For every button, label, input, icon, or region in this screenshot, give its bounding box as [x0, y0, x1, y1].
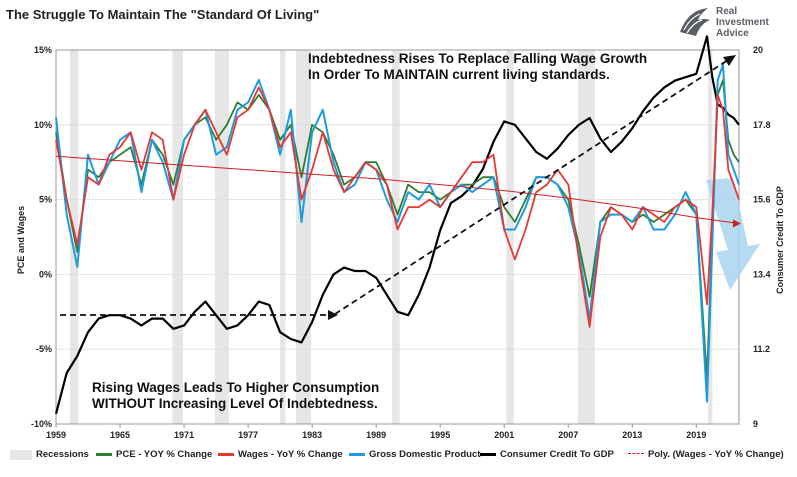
downward-trend-arrow	[706, 178, 760, 290]
legend-swatch-recessions	[10, 449, 32, 460]
annotation-top-line-2: In Order To MAINTAIN current living stan…	[308, 67, 610, 82]
x-tick-label: 1995	[430, 430, 450, 440]
brand-line-2: Investment	[716, 17, 769, 28]
x-tick-label: 1983	[302, 430, 322, 440]
legend-item-gdp: Gross Domestic Product	[349, 449, 480, 460]
y-right-tick-label: 17.8	[753, 120, 771, 130]
recession-band-3	[280, 50, 286, 424]
annotation-bottom-line-2: WITHOUT Increasing Level Of Indebtedness…	[92, 396, 378, 411]
x-tick-label: 2019	[686, 430, 706, 440]
y-left-tick-label: -10%	[31, 419, 52, 429]
x-tick-label: 1959	[46, 430, 66, 440]
recession-band-6	[506, 50, 514, 424]
y-left-tick-label: -5%	[36, 344, 52, 354]
y-right-axis-ticks: 20 17.8 15.6 13.4 11.2 9	[753, 45, 771, 429]
recession-band-4	[296, 50, 312, 424]
chart-title: The Struggle To Maintain The "Standard O…	[6, 7, 320, 22]
recession-band-2	[215, 50, 229, 424]
legend-label-poly: Poly. (Wages - YoY % Change)	[648, 449, 784, 460]
poly-trend-arrowhead	[733, 219, 741, 228]
y-right-tick-label: 20	[753, 45, 763, 55]
annotation-arrows	[60, 55, 736, 320]
legend-item-pce: PCE - YOY % Change	[96, 449, 212, 460]
y-axis-left-label: PCE and Wages	[16, 206, 26, 274]
legend-swatch-gdp	[349, 453, 365, 456]
recession-band-7	[577, 50, 595, 424]
flat-arrowhead	[328, 310, 338, 320]
legend: Recessions PCE - YOY % Change Wages - Yo…	[0, 446, 797, 466]
y-left-tick-label: 5%	[39, 195, 52, 205]
recession-band-1	[172, 50, 183, 424]
y-right-tick-label: 11.2	[753, 344, 770, 354]
x-tick-label: 2007	[558, 430, 578, 440]
rising-dashed-arrow	[334, 59, 729, 315]
y-left-tick-label: 15%	[34, 45, 52, 55]
x-tick-label: 1989	[366, 430, 386, 440]
recession-band-5	[392, 50, 400, 424]
y-left-axis-ticks: 15% 10% 5% 0% -5% -10%	[31, 45, 52, 429]
series-wages-line	[55, 86, 740, 328]
legend-label-wages: Wages - YoY % Change	[238, 449, 343, 460]
legend-item-poly: Poly. (Wages - YoY % Change)	[628, 449, 784, 460]
legend-swatch-poly	[628, 453, 644, 456]
x-tick-label: 1965	[110, 430, 130, 440]
legend-label-recessions: Recessions	[36, 449, 89, 460]
legend-item-credit: Consumer Credit To GDP	[480, 449, 614, 460]
brand-line-1: Real	[716, 6, 738, 17]
legend-label-pce: PCE - YOY % Change	[116, 449, 213, 460]
legend-item-wages: Wages - YoY % Change	[218, 449, 343, 460]
recession-bands	[69, 50, 713, 424]
annotation-top-line-1: Indebtedness Rises To Replace Falling Wa…	[308, 51, 648, 66]
brand-logo: Real Investment Advice	[676, 4, 792, 40]
x-tick-label: 2001	[494, 430, 514, 440]
y-left-tick-label: 0%	[39, 269, 52, 279]
series-credit-line	[54, 35, 740, 415]
y-right-tick-label: 9	[753, 419, 758, 429]
y-right-tick-label: 13.4	[753, 269, 771, 279]
x-axis-ticks: 1959 1965 1971 1977 1983 1989 1995 2001 2007 2013…	[46, 424, 706, 440]
annotation-top: Indebtedness Rises To Replace Falling Wa…	[308, 51, 647, 83]
legend-label-credit: Consumer Credit To GDP	[500, 449, 614, 460]
annotation-bottom-line-1: Rising Wages Leads To Higher Consumption	[92, 380, 380, 395]
legend-swatch-pce	[96, 453, 112, 456]
x-tick-label: 1971	[174, 430, 194, 440]
annotation-bottom: Rising Wages Leads To Higher Consumption…	[92, 380, 379, 412]
series-lines	[54, 35, 741, 415]
series-pce-line	[55, 79, 740, 381]
x-tick-label: 1977	[238, 430, 258, 440]
legend-item-recessions: Recessions	[10, 449, 89, 460]
y-axis-right-label: Consumer Credit To GDP	[775, 186, 785, 294]
legend-swatch-credit	[480, 453, 496, 456]
legend-label-gdp: Gross Domestic Product	[369, 449, 481, 460]
y-right-tick-label: 15.6	[753, 195, 771, 205]
brand-line-3: Advice	[716, 28, 749, 39]
x-tick-label: 2013	[622, 430, 642, 440]
series-poly-trend	[55, 155, 740, 224]
y-left-tick-label: 10%	[34, 120, 52, 130]
legend-swatch-wages	[218, 453, 234, 456]
eagle-logo-icon	[680, 8, 710, 36]
rising-arrowhead	[723, 55, 736, 66]
